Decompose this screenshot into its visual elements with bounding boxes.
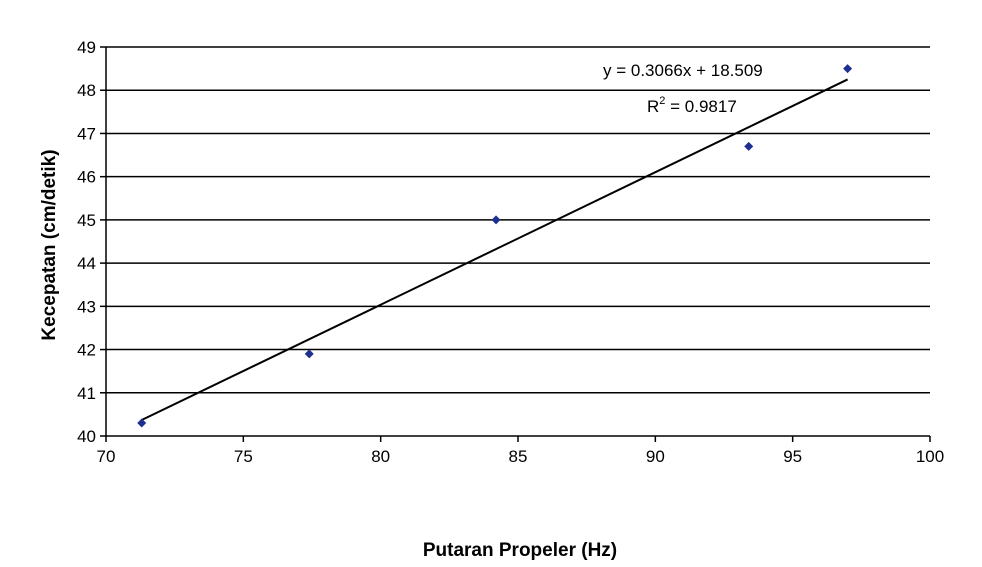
y-tick-label-43: 43: [77, 297, 96, 316]
x-axis-title: Putaran Propeler (Hz): [423, 540, 617, 561]
x-tick-label-70: 70: [97, 447, 116, 466]
x-tick-label-75: 75: [234, 447, 253, 466]
data-point-3: [491, 215, 501, 225]
y-tick-label-41: 41: [77, 384, 96, 403]
y-tick-labels: 40 41 42 43 44 45 46 47 48 49: [77, 38, 96, 446]
data-point-1: [137, 418, 147, 428]
trendline-equation: y = 0.3066x + 18.509: [603, 61, 763, 80]
trendline: [141, 78, 849, 421]
x-tick-label-80: 80: [371, 447, 390, 466]
data-points: [137, 64, 853, 428]
x-tick-label-90: 90: [646, 447, 665, 466]
r-squared-prefix: R: [647, 97, 659, 116]
r-squared-value: = 0.9817: [665, 97, 736, 116]
y-tick-label-46: 46: [77, 168, 96, 187]
axes: [100, 46, 931, 442]
data-point-2: [304, 349, 314, 359]
data-point-5: [843, 64, 853, 74]
x-tick-label-100: 100: [916, 447, 944, 466]
gridlines: [106, 46, 930, 394]
r-squared-exponent: 2: [659, 95, 665, 107]
x-tick-label-85: 85: [509, 447, 528, 466]
x-tick-label-95: 95: [783, 447, 802, 466]
y-tick-label-45: 45: [77, 211, 96, 230]
y-tick-label-44: 44: [77, 254, 96, 273]
y-tick-label-49: 49: [77, 38, 96, 57]
trendline-group: [141, 78, 849, 421]
x-tick-labels: 70 75 80 85 90 95 100: [97, 447, 945, 466]
r-squared-label: R2 = 0.9817: [647, 95, 737, 116]
y-tick-label-42: 42: [77, 341, 96, 360]
y-axis-title: Kecepatan (cm/detik): [39, 149, 60, 340]
y-tick-label-47: 47: [77, 124, 96, 143]
y-tick-label-48: 48: [77, 81, 96, 100]
y-tick-label-40: 40: [77, 427, 96, 446]
data-point-4: [744, 141, 754, 151]
